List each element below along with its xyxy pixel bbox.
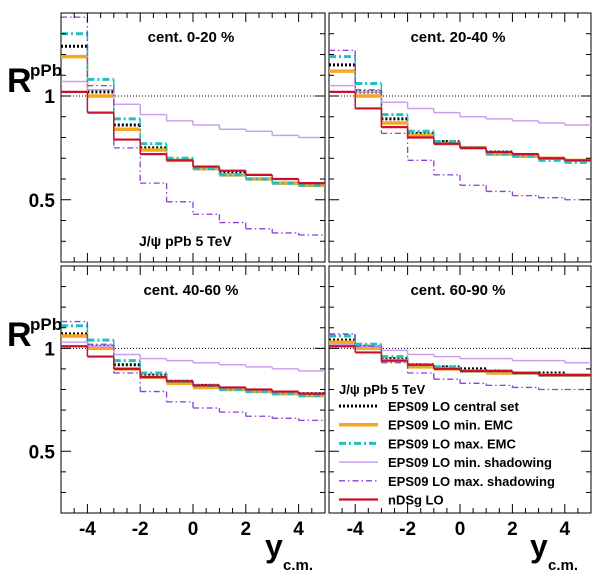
series-eps09-lo-min-shadowing: [61, 80, 325, 139]
legend-label: EPS09 LO central set: [388, 399, 519, 414]
legend-label: EPS09 LO min. EMC: [388, 418, 514, 433]
x-axis-title-main: y: [265, 528, 283, 564]
x-tick-label: 4: [560, 519, 571, 540]
legend-item: EPS09 LO central set: [339, 399, 519, 414]
panel-3: 0.5 1 -4 -2 0 2 4 cent. 40-60 %: [29, 265, 326, 540]
series-group: [61, 16, 325, 236]
legend: J/ψ pPb 5 TeV EPS09 LO central set EPS09 …: [339, 382, 555, 508]
series-eps09-lo-max-emc: [329, 55, 591, 164]
series-eps09-lo-max-shadowing: [61, 320, 325, 422]
legend-header: J/ψ pPb 5 TeV: [339, 382, 425, 397]
y-axis-title-main: R: [7, 316, 32, 354]
y-axis-title-main: R: [7, 62, 32, 100]
legend-item: EPS09 LO min. shadowing: [339, 455, 552, 470]
panel-1: 0.5 1 cent. 0-20 %: [29, 12, 326, 263]
x-axis-title-left: y c.m.: [265, 528, 313, 574]
legend-item: nDSg LO: [339, 493, 444, 508]
chart-annotation: J/ψ pPb 5 TeV: [139, 233, 232, 249]
x-tick-label: 0: [188, 519, 199, 540]
x-tick-label: -4: [347, 519, 364, 540]
x-axis-title-right: y c.m.: [530, 528, 578, 574]
series-eps09-lo-min-shadowing: [61, 341, 325, 372]
legend-label: nDSg LO: [388, 493, 444, 508]
panels-layer: 0.5 1 cent. 0-20 % cent. 20-40 % 0.5 1 -4 -2 0 2 4…: [29, 12, 592, 540]
legend-item: EPS09 LO max. shadowing: [339, 474, 555, 489]
legend-label: EPS09 LO max. shadowing: [388, 474, 555, 489]
x-tick-label: 2: [241, 519, 252, 540]
series-group: [329, 333, 591, 391]
series-ndsg-lo: [61, 90, 325, 185]
y-axis-title-top: R pPb: [7, 61, 62, 100]
x-tick-label: 4: [293, 519, 304, 540]
y-tick-label: 0.5: [29, 442, 56, 463]
series-eps09-lo-max-shadowing: [329, 49, 591, 201]
panel-2: cent. 20-40 %: [328, 12, 592, 263]
panel-title: cent. 0-20 %: [148, 29, 235, 46]
panel-title: cent. 60-90 %: [410, 282, 505, 299]
series-ndsg-lo: [329, 90, 591, 162]
x-tick-label: 0: [455, 519, 466, 540]
series-eps09-lo-max-shadowing: [61, 16, 325, 236]
panel-title: cent. 20-40 %: [410, 29, 505, 46]
panel-frame: [328, 12, 592, 263]
x-tick-label: -2: [399, 519, 416, 540]
x-axis-title-sub: c.m.: [548, 557, 578, 574]
series-ndsg-lo: [329, 345, 591, 377]
series-group: [61, 320, 325, 422]
series-eps09-lo-min-shadowing: [329, 84, 591, 126]
legend-label: EPS09 LO max. EMC: [388, 436, 516, 451]
y-axis-title-bottom: R pPb: [7, 315, 62, 354]
panel-title: cent. 40-60 %: [143, 282, 238, 299]
y-tick-label: 1: [44, 87, 55, 108]
y-tick-label: 0.5: [29, 191, 56, 212]
legend-label: EPS09 LO min. shadowing: [388, 455, 552, 470]
y-axis-title-sub: pPb: [30, 61, 62, 80]
legend-item: EPS09 LO max. EMC: [339, 436, 516, 451]
x-tick-label: -2: [132, 519, 149, 540]
panel-frame: [60, 12, 326, 263]
x-axis-title-main: y: [530, 528, 548, 564]
panel-4: -4 -2 0 2 4 cent. 60-90 %: [328, 265, 592, 540]
y-axis-title-sub: pPb: [30, 315, 62, 334]
series-group: [329, 49, 591, 201]
series-eps09-lo-max-emc: [61, 32, 325, 187]
legend-item: EPS09 LO min. EMC: [339, 418, 514, 433]
x-tick-label: 2: [507, 519, 518, 540]
x-axis-title-sub: c.m.: [283, 557, 313, 574]
panel-frame: [60, 265, 326, 514]
x-tick-label: -4: [79, 519, 96, 540]
series-ndsg-lo: [61, 345, 325, 395]
y-tick-label: 1: [44, 339, 55, 360]
